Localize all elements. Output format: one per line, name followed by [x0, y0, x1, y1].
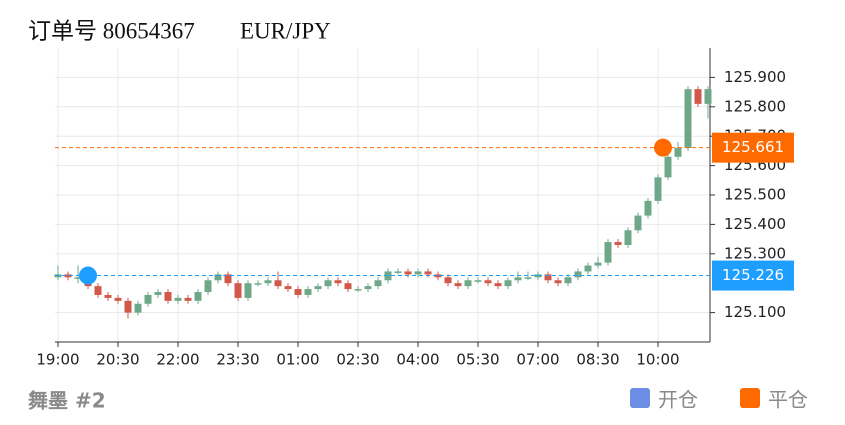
candle-body: [594, 262, 602, 266]
y-tick-label: 125.100: [724, 303, 786, 321]
candle-body: [604, 242, 612, 263]
candle-body: [564, 277, 572, 284]
candle-body: [264, 280, 272, 284]
footer: 舞墨 #2: [28, 389, 106, 413]
candle-body: [224, 274, 232, 284]
trade-point: [79, 266, 97, 285]
candle-body: [284, 286, 292, 290]
candle-body: [314, 286, 322, 290]
legend-label: 平仓: [768, 388, 808, 412]
level-tag: [712, 132, 794, 163]
candle-body: [424, 271, 432, 275]
x-tick-label: 10:00: [636, 351, 679, 369]
candle-body: [234, 283, 242, 298]
candle-body: [204, 280, 212, 293]
candle-body: [134, 303, 142, 313]
candle-body: [554, 280, 562, 284]
candle-body: [114, 297, 122, 301]
candle-body: [344, 283, 352, 290]
x-tick-label: 22:00: [156, 351, 199, 369]
x-tick-label: 04:00: [396, 351, 439, 369]
candle-body: [654, 177, 662, 201]
level-label: 125.226: [722, 266, 784, 284]
candle-body: [214, 274, 222, 281]
candle-body: [474, 280, 482, 282]
candle-body: [464, 280, 472, 287]
candle-body: [324, 280, 332, 287]
candle-body: [704, 89, 712, 104]
candle-body: [434, 274, 442, 278]
candle-body: [154, 292, 162, 295]
candle-body: [334, 280, 342, 284]
candle-body: [544, 274, 552, 281]
level-tag: [712, 260, 794, 291]
y-tick-label: 125.800: [724, 97, 786, 115]
x-tick-label: 02:30: [336, 351, 379, 369]
y-tick-label: 125.400: [724, 215, 786, 233]
symbol: EUR/JPY: [240, 18, 331, 43]
candle-body: [274, 280, 282, 287]
candle-body: [514, 277, 522, 281]
candle-body: [74, 277, 82, 279]
trade-point: [654, 138, 672, 157]
candle-body: [404, 271, 412, 275]
candle-body: [644, 200, 652, 216]
y-tick-label: 125.900: [724, 68, 786, 86]
candle-body: [304, 289, 312, 295]
level-label: 125.661: [722, 138, 784, 156]
candle-body: [504, 280, 512, 287]
candle-body: [164, 292, 172, 301]
x-tick-label: 05:30: [456, 351, 499, 369]
candle-body: [484, 280, 492, 284]
legend-label: 开仓: [658, 388, 698, 412]
legend-swatch: [740, 388, 760, 408]
candle-body: [104, 294, 112, 298]
candle-body: [454, 283, 462, 287]
candle-body: [614, 242, 622, 245]
x-tick-label: 01:00: [276, 351, 319, 369]
order-label: 订单号 80654367: [28, 18, 195, 43]
candle-body: [374, 280, 382, 287]
x-tick-label: 07:00: [516, 351, 559, 369]
x-tick-label: 19:00: [36, 351, 79, 369]
candle-body: [664, 156, 672, 178]
candle-body: [354, 289, 362, 291]
x-tick-label: 23:30: [216, 351, 259, 369]
candle-body: [124, 300, 132, 313]
candle-body: [634, 215, 642, 231]
candle-body: [444, 277, 452, 284]
candle-body: [144, 294, 152, 304]
grid: 125.100125.300125.400125.500125.600125.7…: [36, 48, 786, 369]
candle-body: [624, 230, 632, 245]
candle-body: [584, 265, 592, 272]
x-tick-label: 20:30: [96, 351, 139, 369]
candle-body: [364, 286, 372, 290]
candle-body: [394, 271, 402, 273]
x-tick-label: 08:30: [576, 351, 619, 369]
candle-body: [684, 89, 692, 148]
candle-body: [184, 297, 192, 301]
candle-body: [94, 286, 102, 295]
candle-body: [494, 283, 502, 287]
candle-body: [194, 292, 202, 301]
candle-body: [254, 283, 262, 285]
y-tick-label: 125.300: [724, 244, 786, 262]
candle-body: [174, 297, 182, 301]
candle-body: [694, 89, 702, 104]
candle-body: [64, 274, 72, 278]
candle-body: [574, 271, 582, 278]
y-tick-label: 125.500: [724, 186, 786, 204]
legend-swatch: [630, 388, 650, 408]
candle-body: [524, 277, 532, 279]
marks: 125.226 开仓 125.661 平仓: [54, 86, 808, 412]
candle-body: [414, 271, 422, 275]
candle-body: [294, 289, 302, 295]
candle-body: [244, 283, 252, 298]
candle-body: [674, 147, 682, 157]
